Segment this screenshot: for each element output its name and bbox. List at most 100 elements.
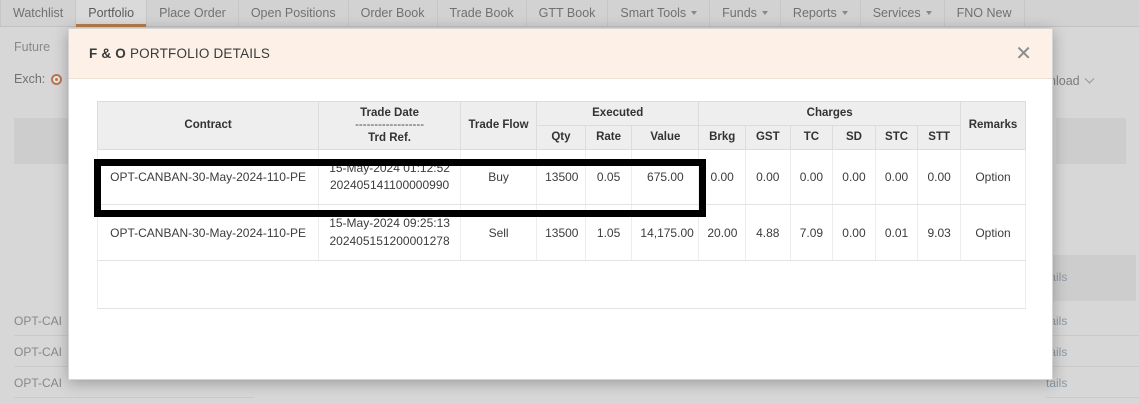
- subnav-future-label[interactable]: Future: [14, 40, 51, 54]
- table-row-empty: [97, 260, 1026, 310]
- col-header-value: Value: [631, 124, 700, 150]
- nav-tab-label: Order Book: [360, 6, 425, 20]
- background-panel-details: [1040, 255, 1136, 301]
- nav-tab-portfolio[interactable]: Portfolio: [76, 0, 148, 27]
- cell-sd: 0.00: [832, 149, 876, 206]
- modal-title-bold: F & O: [89, 46, 126, 61]
- col-header-rate: Rate: [584, 124, 633, 150]
- nav-tab-smart-tools[interactable]: Smart Tools: [608, 0, 711, 26]
- caret-down-icon: [691, 11, 698, 15]
- cell-stc: 0.00: [874, 149, 919, 206]
- modal-header: F & O PORTFOLIO DETAILS ✕: [69, 29, 1052, 79]
- nav-tab-order-book[interactable]: Order Book: [348, 0, 438, 26]
- col-header-stc: STC: [874, 124, 919, 150]
- cell-trade-date: 15-May-2024 09:25:13 202405151200001278: [318, 204, 462, 262]
- cell-brkg: 20.00: [698, 204, 746, 262]
- nav-tab-reports[interactable]: Reports: [780, 0, 861, 26]
- trade-date-line2: Trd Ref.: [368, 131, 411, 144]
- nav-tab-label: GTT Book: [538, 6, 596, 20]
- nav-tab-label: Trade Book: [449, 6, 514, 20]
- cell-trade-date-value: 15-May-2024 09:25:13: [329, 216, 450, 231]
- nav-tab-services[interactable]: Services: [860, 0, 945, 26]
- col-header-trade-date: Trade Date ------------------ Trd Ref.: [318, 101, 462, 150]
- col-group-header-charges: Charges: [698, 101, 961, 126]
- table-header-row-sub: Qty Rate Value Brkg GST TC SD STC STT: [98, 124, 1026, 150]
- nav-tab-label: Portfolio: [88, 6, 135, 20]
- cell-trade-date: 15-May-2024 01:12:52 202405141100000990: [318, 149, 462, 206]
- nav-tab-label: Watchlist: [13, 6, 64, 20]
- cell-qty: 13500: [536, 149, 586, 206]
- nav-tab-label: Open Positions: [250, 6, 336, 20]
- nav-tab-label: Services: [872, 6, 921, 20]
- col-header-qty: Qty: [536, 124, 586, 150]
- nav-tab-label: Place Order: [159, 6, 226, 20]
- exchange-label: Exch:: [14, 72, 46, 86]
- cell-rate: 1.05: [584, 204, 633, 262]
- cell-tc: 0.00: [789, 149, 834, 206]
- cell-empty: [97, 260, 1026, 310]
- col-header-brkg: Brkg: [698, 124, 746, 150]
- nav-tab-trade-book[interactable]: Trade Book: [437, 0, 527, 26]
- background-row-contract: OPT-CAI: [14, 375, 63, 390]
- nav-tab-funds[interactable]: Funds: [710, 0, 781, 26]
- exchange-selector[interactable]: Exch:: [14, 72, 63, 86]
- cell-brkg: 0.00: [698, 149, 746, 206]
- table-head: Contract Trade Date ------------------ T…: [96, 101, 1027, 150]
- col-group-header-executed: Executed: [536, 101, 700, 126]
- background-row-contract: OPT-CAI: [14, 344, 63, 359]
- nav-tab-gtt-book[interactable]: GTT Book: [526, 0, 609, 26]
- nav-tab-label: Smart Tools: [620, 6, 687, 20]
- table-row[interactable]: OPT-CANBAN-30-May-2024-110-PE 15-May-202…: [96, 204, 1027, 262]
- col-header-sd: SD: [832, 124, 876, 150]
- table-header-row-group: Contract Trade Date ------------------ T…: [96, 101, 1027, 150]
- col-header-stt: STT: [917, 124, 961, 150]
- nav-tab-watchlist[interactable]: Watchlist: [0, 0, 77, 26]
- fo-details-table: Contract Trade Date ------------------ T…: [96, 101, 1027, 310]
- col-header-remarks: Remarks: [959, 101, 1027, 150]
- modal-body: Contract Trade Date ------------------ T…: [69, 79, 1052, 379]
- exchange-radio-icon[interactable]: [51, 73, 63, 85]
- col-header-trade-flow: Trade Flow: [460, 101, 538, 150]
- cell-stc: 0.01: [874, 204, 919, 262]
- cell-trd-ref-value: 202405151200001278: [329, 233, 450, 248]
- nav-tab-open-positions[interactable]: Open Positions: [238, 0, 349, 26]
- col-header-gst: GST: [744, 124, 791, 150]
- cell-value: 675.00: [631, 149, 700, 206]
- cell-trade-flow: Sell: [460, 204, 538, 262]
- nav-tab-label: FNO New: [956, 6, 1012, 20]
- caret-down-icon: [925, 11, 932, 15]
- top-navigation-bar: Watchlist Portfolio Place Order Open Positi…: [0, 0, 1139, 27]
- caret-down-icon: [761, 11, 768, 15]
- fo-portfolio-details-modal: F & O PORTFOLIO DETAILS ✕: [68, 28, 1053, 380]
- background-row-contract: OPT-CAI: [14, 313, 63, 328]
- cell-qty: 13500: [536, 204, 586, 262]
- modal-title: F & O PORTFOLIO DETAILS: [89, 46, 270, 61]
- col-header-tc: TC: [789, 124, 834, 150]
- background-panel-right: [1056, 118, 1126, 164]
- trade-date-separator: ------------------: [355, 119, 425, 131]
- background-table-row[interactable]: OPT-CAI: [14, 368, 254, 398]
- cell-stt: 9.03: [917, 204, 961, 262]
- nav-tab-label: Funds: [722, 6, 757, 20]
- cell-stt: 0.00: [917, 149, 961, 206]
- cell-sd: 0.00: [832, 204, 876, 262]
- caret-down-icon: [841, 11, 848, 15]
- cell-remarks: Option: [959, 149, 1027, 206]
- cell-rate: 0.05: [584, 149, 633, 206]
- nav-tab-place-order[interactable]: Place Order: [147, 0, 239, 26]
- cell-gst: 0.00: [744, 149, 791, 206]
- close-icon[interactable]: ✕: [1015, 42, 1032, 65]
- cell-trade-flow: Buy: [460, 149, 538, 206]
- cell-contract: OPT-CANBAN-30-May-2024-110-PE: [96, 204, 320, 262]
- nav-tab-fno-new[interactable]: FNO New: [944, 0, 1025, 26]
- table-row[interactable]: OPT-CANBAN-30-May-2024-110-PE 15-May-202…: [96, 149, 1027, 206]
- cell-value: 14,175.00: [631, 204, 700, 262]
- cell-contract: OPT-CANBAN-30-May-2024-110-PE: [96, 149, 320, 206]
- cell-tc: 7.09: [789, 204, 834, 262]
- trade-date-line1: Trade Date: [360, 107, 419, 119]
- cell-gst: 4.88: [744, 204, 791, 262]
- modal-title-rest: PORTFOLIO DETAILS: [129, 46, 271, 61]
- cell-trade-date-value: 15-May-2024 01:12:52: [329, 160, 450, 175]
- nav-tab-label: Reports: [792, 6, 837, 20]
- cell-trd-ref-value: 202405141100000990: [329, 178, 450, 193]
